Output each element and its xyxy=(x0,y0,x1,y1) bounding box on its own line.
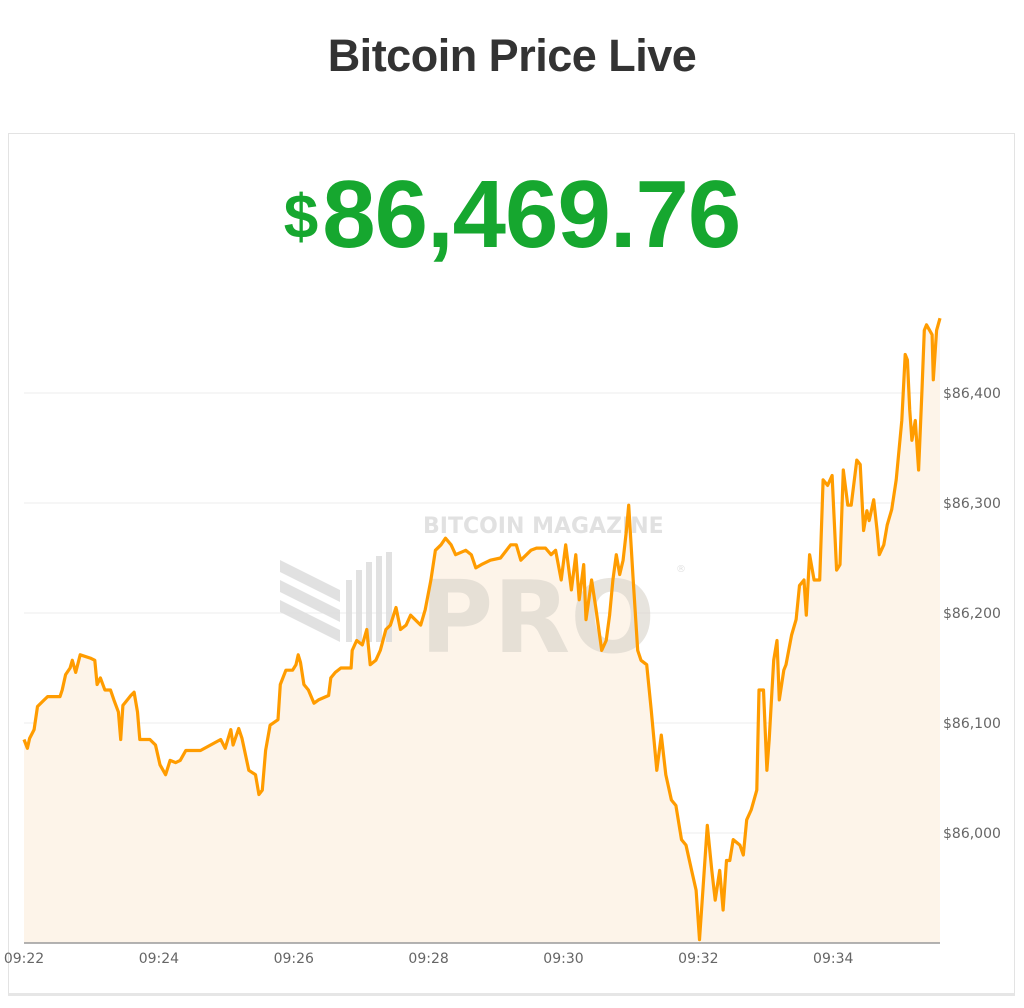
y-tick-label: $86,400 xyxy=(943,386,1001,402)
price-area-fill xyxy=(24,318,940,943)
y-tick-label: $86,200 xyxy=(943,606,1001,622)
x-tick-label: 09:30 xyxy=(543,951,583,967)
x-tick-label: 09:26 xyxy=(274,951,314,967)
x-axis: 09:22 09:24 09:26 09:28 09:30 09:32 09:34 xyxy=(4,951,854,967)
y-tick-label: $86,100 xyxy=(943,716,1001,732)
live-price: $86,469.76 xyxy=(0,160,1024,270)
watermark: BITCOIN MAGAZINE PRO ® xyxy=(280,514,686,676)
x-tick-label: 09:28 xyxy=(408,951,448,967)
watermark-line1: BITCOIN MAGAZINE xyxy=(423,514,664,539)
y-tick-label: $86,300 xyxy=(943,496,1001,512)
watermark-mark: ® xyxy=(676,564,686,575)
page-title: Bitcoin Price Live xyxy=(327,30,697,81)
x-tick-label: 09:22 xyxy=(4,951,44,967)
watermark-line2: PRO xyxy=(420,559,655,676)
x-tick-label: 09:24 xyxy=(139,951,179,967)
x-tick-label: 09:32 xyxy=(678,951,718,967)
watermark-logo-icon xyxy=(280,552,392,642)
currency-symbol: $ xyxy=(283,183,319,252)
x-tick-label: 09:34 xyxy=(813,951,853,967)
price-value: 86,469.76 xyxy=(322,161,741,268)
price-line xyxy=(22,317,942,942)
y-tick-label: $86,000 xyxy=(943,826,1001,842)
y-axis: $86,000 $86,100 $86,200 $86,300 $86,400 xyxy=(943,386,1001,842)
